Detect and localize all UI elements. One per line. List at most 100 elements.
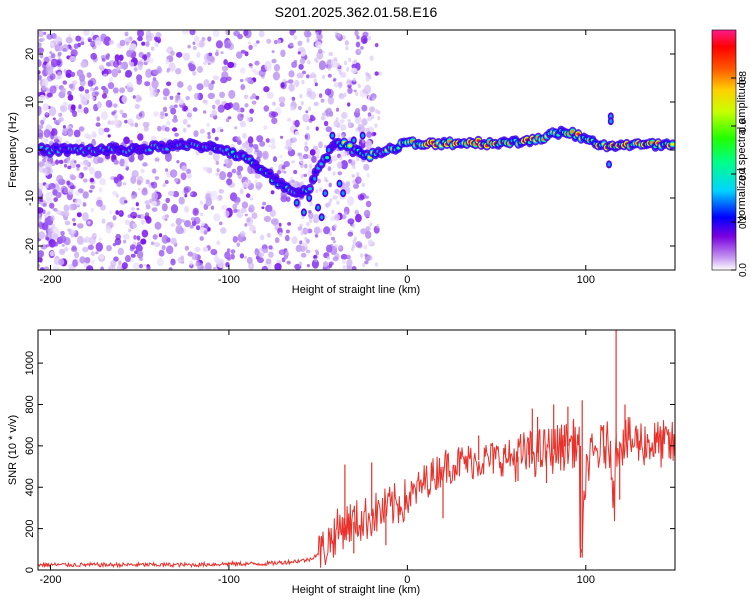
noise-blob [72, 259, 78, 268]
noise-blob [67, 33, 72, 38]
noise-blob [346, 181, 351, 186]
noise-blob [254, 60, 260, 66]
spectrogram-y-ticks: -20 -10 0 10 20 [24, 48, 675, 254]
colorbar: 0.0 0.2 0.4 0.6 0.8 Normalized spectral ampl… [711, 29, 749, 277]
noise-blob [112, 243, 116, 247]
noise-blob [131, 170, 139, 178]
noise-blob [305, 228, 309, 234]
noise-blob [78, 174, 82, 179]
noise-blob [87, 38, 92, 43]
noise-blob [130, 244, 136, 250]
noise-blob [322, 50, 325, 54]
noise-blob [136, 207, 140, 211]
noise-blob [279, 102, 285, 108]
noise-blob [230, 253, 235, 260]
noise-blob [286, 118, 292, 122]
noise-blob [226, 76, 232, 82]
noise-blob [165, 197, 170, 204]
x-tick-label: -100 [218, 274, 240, 286]
noise-blob [220, 129, 224, 132]
noise-blob [355, 213, 362, 223]
noise-blob [53, 241, 59, 247]
noise-blob [57, 119, 62, 124]
noise-blob [211, 109, 217, 117]
noise-blob [38, 129, 44, 138]
noise-blob [38, 30, 44, 38]
noise-blob [244, 94, 249, 100]
noise-blob [335, 107, 340, 112]
noise-blob [52, 189, 58, 196]
noise-blob [364, 253, 368, 257]
noise-blob [115, 210, 119, 215]
noise-blob [138, 64, 143, 71]
noise-blob [199, 200, 204, 205]
noise-blob [333, 224, 337, 229]
noise-blob [308, 91, 317, 100]
noise-blob [166, 245, 174, 255]
noise-blob [42, 168, 48, 173]
noise-blob [106, 244, 112, 252]
noise-blob [354, 30, 359, 37]
noise-blob [374, 262, 378, 267]
snr-series-line [38, 416, 675, 569]
noise-blob [376, 223, 380, 229]
noise-blob [323, 226, 331, 235]
noise-blob [293, 169, 298, 175]
noise-blob [95, 122, 101, 127]
noise-blob [170, 204, 179, 214]
ridge-branch-core [323, 191, 327, 196]
noise-blob [116, 43, 121, 49]
noise-blob [374, 123, 378, 128]
noise-blob [332, 195, 338, 200]
noise-blob [256, 135, 264, 143]
noise-blob [161, 245, 166, 251]
noise-blob [56, 210, 63, 215]
noise-blob [244, 77, 251, 82]
noise-blob [38, 256, 43, 263]
noise-blob [178, 98, 184, 106]
ridge-core [347, 144, 352, 148]
noise-blob [351, 265, 357, 270]
noise-blob [151, 181, 158, 189]
noise-blob [316, 154, 320, 159]
noise-blob [184, 193, 188, 198]
noise-blob [244, 223, 248, 227]
noise-blob [254, 147, 259, 153]
noise-blob [303, 173, 308, 177]
noise-blob [361, 139, 365, 144]
noise-blob [227, 61, 235, 69]
noise-blob [327, 66, 331, 71]
noise-blob [137, 36, 143, 42]
noise-blob [90, 207, 95, 212]
colorbar-tick-label: 0.0 [738, 263, 749, 277]
noise-blob [278, 96, 286, 103]
noise-blob [124, 200, 128, 204]
noise-blob [254, 173, 261, 179]
noise-blob [112, 190, 118, 196]
noise-blob [95, 242, 104, 252]
noise-blob [351, 67, 358, 74]
noise-blob [38, 42, 42, 48]
noise-blob [38, 250, 44, 258]
noise-blob [357, 48, 361, 53]
noise-blob [40, 137, 45, 143]
noise-blob [251, 100, 257, 105]
noise-blob [84, 133, 90, 139]
noise-blob [108, 40, 115, 45]
noise-blob [152, 77, 157, 81]
noise-blob [361, 118, 368, 126]
noise-blob [266, 232, 271, 238]
noise-blob [274, 237, 280, 244]
noise-blob [300, 174, 304, 179]
noise-blob [240, 49, 246, 54]
noise-blob [74, 251, 80, 259]
noise-blob [105, 68, 112, 75]
noise-blob [40, 37, 45, 42]
noise-blob [187, 114, 193, 121]
spectrogram-y-label: Frequency (Hz) [7, 112, 19, 188]
noise-blob [144, 200, 150, 205]
noise-blob [89, 87, 94, 92]
noise-blob [365, 200, 372, 208]
noise-blob [174, 178, 179, 183]
ridge-branch-core [330, 133, 334, 138]
